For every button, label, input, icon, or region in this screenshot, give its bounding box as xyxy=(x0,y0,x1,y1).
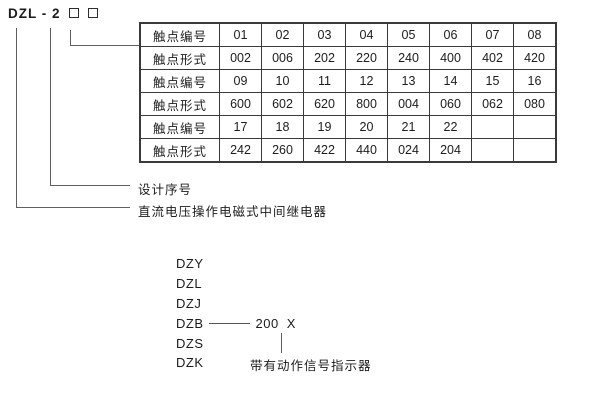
series-item-dzy: DZY xyxy=(176,254,436,274)
row-label: 触点编号 xyxy=(139,115,220,139)
contact-spec-table: 触点编号 01 02 03 04 05 06 07 08 触点形式 002 00… xyxy=(139,22,557,163)
cell: 21 xyxy=(387,115,430,139)
cell: 602 xyxy=(261,92,304,116)
cell: 002 xyxy=(219,46,262,70)
connector-line-contact-table-vertical xyxy=(70,30,71,45)
cell: 22 xyxy=(429,115,472,139)
series-item-dzs: DZS xyxy=(176,333,436,353)
cell: 800 xyxy=(345,92,388,116)
cell: 08 xyxy=(513,22,557,47)
cell: 02 xyxy=(261,22,304,47)
cell xyxy=(471,115,514,139)
cell: 204 xyxy=(429,138,472,163)
cell: 220 xyxy=(345,46,388,70)
series-code-number: 200 xyxy=(255,315,279,331)
cell: 260 xyxy=(261,138,304,163)
cell: 062 xyxy=(471,92,514,116)
row-label: 触点形式 xyxy=(139,46,220,70)
cell: 03 xyxy=(303,22,346,47)
table-row: 触点形式 600 602 620 800 004 060 062 080 xyxy=(139,92,557,116)
series-item-dzb: DZB 200 X xyxy=(176,313,436,333)
series-code: DZS xyxy=(176,335,204,351)
cell: 19 xyxy=(303,115,346,139)
cell: 060 xyxy=(429,92,472,116)
cell xyxy=(513,138,557,163)
row-label: 触点形式 xyxy=(139,138,220,163)
cell: 06 xyxy=(429,22,472,47)
suffix-note-label: 带有动作信号指示器 xyxy=(250,359,372,373)
series-item-dzk: DZK xyxy=(176,353,436,373)
cell: 422 xyxy=(303,138,346,163)
cell: 006 xyxy=(261,46,304,70)
cell: 09 xyxy=(219,69,262,93)
cell: 004 xyxy=(387,92,430,116)
series-code: DZL xyxy=(176,276,203,292)
cell: 05 xyxy=(387,22,430,47)
connector-line-relay-type-vertical xyxy=(16,28,17,207)
connector-line-contact-table-horizontal xyxy=(70,45,139,46)
series-code: DZB xyxy=(176,315,204,331)
model-designation: DZL - 2 xyxy=(8,6,99,21)
cell xyxy=(513,115,557,139)
table-row: 触点形式 002 006 202 220 240 400 402 420 xyxy=(139,46,557,70)
cell: 202 xyxy=(303,46,346,70)
cell: 07 xyxy=(471,22,514,47)
table-row: 触点编号 01 02 03 04 05 06 07 08 xyxy=(139,22,557,47)
cell: 240 xyxy=(387,46,430,70)
cell: 242 xyxy=(219,138,262,163)
cell: 12 xyxy=(345,69,388,93)
cell: 17 xyxy=(219,115,262,139)
dash-connector-line xyxy=(208,322,250,324)
cell xyxy=(471,138,514,163)
design-serial-label: 设计序号 xyxy=(138,183,193,197)
connector-line-design-serial-horizontal xyxy=(50,185,130,186)
series-code-suffix: X xyxy=(286,315,296,331)
series-code: DZY xyxy=(176,256,204,272)
placeholder-box-1 xyxy=(69,8,80,18)
relay-type-label: 直流电压操作电磁式中间继电器 xyxy=(138,205,328,219)
cell: 600 xyxy=(219,92,262,116)
model-series-list: DZY DZL DZJ DZB 200 X DZS DZK xyxy=(176,254,436,373)
cell: 16 xyxy=(513,69,557,93)
connector-line-design-serial-vertical xyxy=(50,28,51,185)
model-prefix-text: DZL - 2 xyxy=(8,6,61,21)
cell: 420 xyxy=(513,46,557,70)
series-item-dzj: DZJ xyxy=(176,294,436,314)
row-label: 触点形式 xyxy=(139,92,220,116)
placeholder-box-2 xyxy=(88,8,99,18)
table-row: 触点编号 09 10 11 12 13 14 15 16 xyxy=(139,69,557,93)
cell: 20 xyxy=(345,115,388,139)
connector-line-relay-type-horizontal xyxy=(16,207,130,208)
cell: 13 xyxy=(387,69,430,93)
cell: 620 xyxy=(303,92,346,116)
cell: 18 xyxy=(261,115,304,139)
series-code: DZK xyxy=(176,355,204,371)
cell: 10 xyxy=(261,69,304,93)
cell: 04 xyxy=(345,22,388,47)
cell: 024 xyxy=(387,138,430,163)
table-row: 触点形式 242 260 422 440 024 204 xyxy=(139,138,557,163)
series-item-dzl: DZL xyxy=(176,274,436,294)
series-code: DZJ xyxy=(176,295,202,311)
cell: 14 xyxy=(429,69,472,93)
cell: 402 xyxy=(471,46,514,70)
table-row: 触点编号 17 18 19 20 21 22 xyxy=(139,115,557,139)
cell: 400 xyxy=(429,46,472,70)
cell: 11 xyxy=(303,69,346,93)
row-label: 触点编号 xyxy=(139,69,220,93)
row-label: 触点编号 xyxy=(139,22,220,47)
cell: 15 xyxy=(471,69,514,93)
connector-line-suffix-note xyxy=(281,333,282,353)
cell: 01 xyxy=(219,22,262,47)
cell: 080 xyxy=(513,92,557,116)
cell: 440 xyxy=(345,138,388,163)
